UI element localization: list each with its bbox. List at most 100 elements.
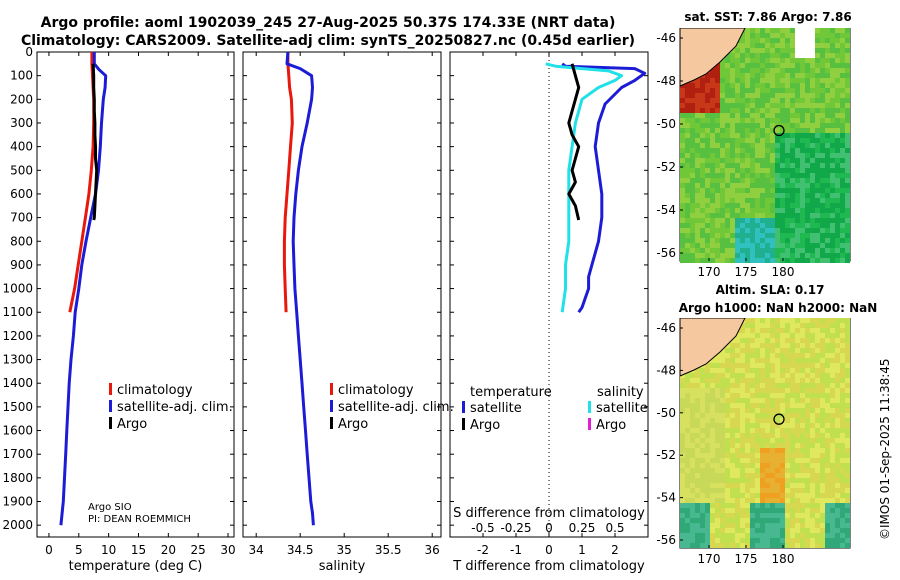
series-satellite-adj-clim- [59, 52, 108, 526]
xtick2-label: 0 [545, 521, 553, 535]
legend-argo-swatch [109, 417, 112, 429]
xtick-label: -2 [477, 543, 489, 557]
legend-argo-label: Argo [117, 417, 147, 432]
ytick-label: -54 [656, 203, 676, 217]
xtick-label: 170 [698, 552, 721, 566]
ytick-label: 2000 [2, 518, 33, 532]
ytick-label: 1100 [2, 305, 33, 319]
sst-map-title: sat. SST: 7.86 Argo: 7.86 [684, 10, 852, 24]
ytick-label: 1600 [2, 424, 33, 438]
legend-sal-climatology-swatch [330, 383, 333, 395]
xtick-label: 180 [772, 265, 795, 279]
xtick-label: 0 [45, 543, 53, 557]
series-argo [91, 63, 99, 221]
ytick-label: 800 [10, 234, 33, 248]
series-satellite-adj-clim- [285, 51, 315, 526]
ytick-label: 1200 [2, 329, 33, 343]
ytick-label: -48 [656, 363, 676, 377]
series-t-satellite [561, 62, 647, 314]
ytick-label: -50 [656, 406, 676, 420]
ytick-label: -46 [656, 31, 676, 45]
legend-t-satellite-swatch [462, 401, 465, 413]
ytick-label: 400 [10, 140, 33, 154]
xtick2-label: 0.5 [605, 521, 624, 535]
chart-title-line1: Argo profile: aoml 1902039_245 27-Aug-20… [40, 15, 616, 31]
xtick-label: 36 [425, 543, 440, 557]
panel-temperature: 0100200300400500600700800900100011001200… [2, 45, 235, 574]
sst-land [679, 28, 746, 87]
xtick-label: 34 [249, 543, 264, 557]
xtick-label: 15 [131, 543, 146, 557]
xtick-label: 25 [191, 543, 206, 557]
ytick-label: -56 [656, 533, 676, 547]
legend-climatology-label: climatology [117, 383, 193, 398]
sst-map: -46 -48 -50 -52 -54 -56 170 175 180 [656, 28, 851, 279]
xtick-label: 10 [101, 543, 116, 557]
sst-argo-location [773, 124, 785, 137]
xtick-label: 180 [772, 552, 795, 566]
legend-s-satellite-label: satellite [596, 401, 648, 416]
annotation-pi: PI: DEAN ROEMMICH [88, 514, 191, 525]
sla-map-body: -46 -48 -50 -52 -54 -56 170 175 180 [656, 318, 851, 566]
x-axis-label-2: S difference from climatology [453, 506, 645, 521]
xtick-label: 30 [220, 543, 235, 557]
legend-t-argo-swatch [462, 418, 465, 430]
legend-t-argo-label: Argo [470, 418, 500, 433]
series-s-satellite [545, 62, 624, 313]
ytick-label: 600 [10, 187, 33, 201]
ytick-label: 1700 [2, 447, 33, 461]
legend-satellite-swatch [109, 400, 112, 412]
imos-watermark: ©IMOS 01-Sep-2025 11:38:45 [878, 358, 892, 540]
sla-map-title1: Altim. SLA: 0.17 [715, 283, 825, 297]
ytick-label: -50 [656, 117, 676, 131]
legend-t-satellite-label: satellite [470, 401, 522, 416]
ytick-label: 0 [25, 45, 33, 59]
ytick-label: -52 [656, 160, 676, 174]
xtick-label: 35 [337, 543, 352, 557]
legend-sal-argo-swatch [330, 417, 333, 429]
legend-s-argo-label: Argo [596, 418, 626, 433]
x-axis-label: T difference from climatology [452, 559, 645, 574]
legend-s-argo-swatch [588, 418, 591, 430]
panel-frame-temperature [36, 51, 235, 538]
ytick-label: -46 [656, 321, 676, 335]
legend-satellite-label: satellite-adj. clim. [117, 400, 233, 415]
sla-map: -46 -48 -50 -52 -54 -56 170 175 180 [656, 318, 851, 566]
profile-charts: 0100200300400500600700800900100011001200… [2, 45, 649, 574]
panel-frame-salinity [242, 51, 442, 538]
legend-salinity-header: salinity [597, 385, 644, 400]
xtick-label: 170 [698, 265, 721, 279]
legend-temperature: climatology satellite-adj. clim. Argo Argo … [88, 383, 233, 525]
ytick-label: 1800 [2, 471, 33, 485]
ytick-label: 700 [10, 211, 33, 225]
xtick-label: 5 [75, 543, 83, 557]
chart-title-line2: Climatology: CARS2009. Satellite-adj cli… [20, 33, 636, 49]
ytick-label: 1500 [2, 400, 33, 414]
legend-sal-satellite-swatch [330, 400, 333, 412]
legend-difference: temperature salinitysatelliteArgosatellit… [462, 385, 648, 433]
legend-sal-climatology-label: climatology [338, 383, 414, 398]
xtick-label: 34.5 [287, 543, 314, 557]
xtick-label: 0 [545, 543, 553, 557]
annotation-float: Argo SIO [88, 502, 132, 513]
legend-sal-satellite-label: satellite-adj. clim. [338, 400, 454, 415]
ytick-label: 1300 [2, 353, 33, 367]
series-t-argo [567, 63, 581, 221]
ytick-label: -52 [656, 448, 676, 462]
ytick-label: 1400 [2, 376, 33, 390]
sla-argo-location [773, 413, 785, 425]
ytick-label: -48 [656, 74, 676, 88]
sla-land [679, 318, 746, 377]
legend-climatology-swatch [109, 383, 112, 395]
legend-salinity: climatology satellite-adj. clim. Argo [330, 383, 454, 432]
ytick-label: 300 [10, 116, 33, 130]
ytick-label: 100 [10, 69, 33, 83]
ytick-label: 1000 [2, 282, 33, 296]
legend-s-satellite-swatch [588, 401, 591, 413]
panel-difference: -2 -1 0 1 2 T difference from climatology -0.5… [449, 51, 649, 574]
xtick-label: 35.5 [375, 543, 402, 557]
x-axis-label: temperature (deg C) [69, 559, 203, 574]
ytick-label: -56 [656, 246, 676, 260]
legend-sal-argo-label: Argo [338, 417, 368, 432]
ytick-label: 900 [10, 258, 33, 272]
